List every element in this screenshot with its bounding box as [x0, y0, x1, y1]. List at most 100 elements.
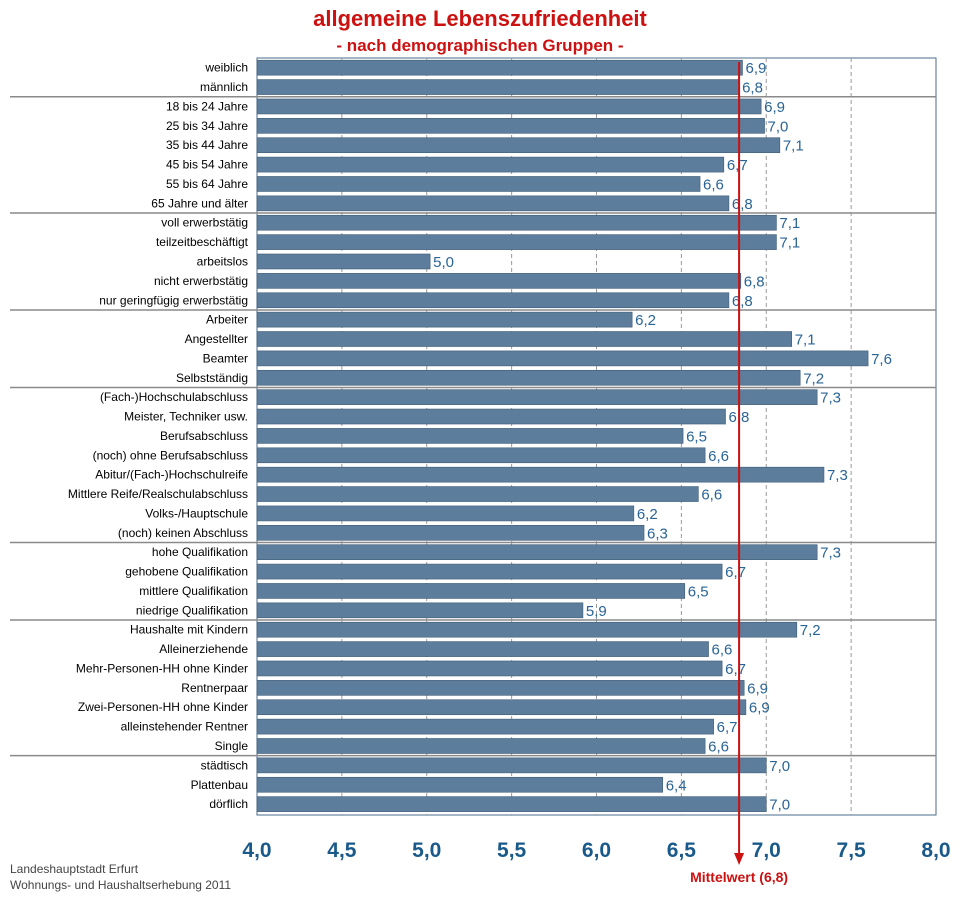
value-label: 7,1: [779, 215, 800, 232]
chart-title: allgemeine Lebenszufriedenheit: [313, 6, 647, 31]
value-label: 7,1: [779, 235, 800, 252]
value-label: 6,6: [701, 487, 722, 504]
source-line-2: Wohnungs- und Haushaltserhebung 2011: [10, 878, 232, 892]
bar: [256, 776, 664, 793]
category-label: Haushalte mit Kindern: [130, 623, 248, 637]
value-label: 6,5: [686, 428, 707, 445]
bar: [256, 118, 765, 134]
bar: [256, 176, 701, 192]
category-label: Meister, Techniker usw.: [124, 410, 248, 424]
bar: [256, 292, 730, 309]
x-tick-label: 6,0: [582, 839, 611, 862]
bar: [256, 331, 793, 347]
value-label: 6,8: [732, 293, 753, 310]
bar: [256, 757, 767, 774]
bar: [256, 505, 635, 522]
value-label: 7,6: [871, 351, 892, 368]
value-label: 6,9: [764, 99, 785, 116]
category-label: gehobene Qualifikation: [125, 565, 248, 579]
category-label: Angestellter: [185, 332, 248, 346]
bar: [256, 796, 767, 812]
category-label: Mehr-Personen-HH ohne Kinder: [76, 661, 248, 675]
x-tick-label: 4,5: [327, 839, 357, 862]
mean-label: Mittelwert (6,8): [690, 869, 788, 885]
category-label: Plattenbau: [191, 778, 248, 792]
category-label: 55 bis 64 Jahre: [166, 177, 248, 191]
category-label: Mittlere Reife/Realschulabschluss: [68, 487, 248, 501]
category-label: Arbeiter: [206, 313, 248, 327]
mean-arrow-icon: [734, 853, 745, 865]
category-label: nicht erwerbstätig: [154, 274, 248, 288]
category-label: 35 bis 44 Jahre: [166, 138, 248, 152]
bar: [256, 59, 743, 76]
value-label: 6,8: [732, 196, 753, 213]
value-label: 6,5: [688, 583, 709, 600]
bar: [256, 214, 777, 231]
category-label: Volks-/Hauptschule: [145, 506, 248, 520]
value-label: 5,9: [586, 603, 607, 620]
bar: [256, 525, 645, 541]
bar: [256, 369, 801, 386]
value-label: 6,3: [647, 525, 668, 542]
bar: [256, 156, 725, 173]
x-tick-label: 7,5: [837, 839, 867, 862]
category-label: arbeitslos: [197, 254, 248, 268]
value-label: 6,7: [725, 564, 746, 581]
category-label: Single: [215, 739, 249, 753]
category-label: mittlere Qualifikation: [139, 584, 248, 598]
value-label: 7,2: [800, 622, 821, 639]
bar: [256, 137, 781, 154]
bar: [256, 311, 633, 328]
category-label: 45 bis 54 Jahre: [166, 158, 248, 172]
value-label: 7,3: [827, 467, 848, 484]
bar: [256, 544, 818, 560]
value-label: 6,9: [747, 680, 768, 697]
category-label: weiblich: [204, 61, 248, 75]
bar: [256, 699, 747, 716]
category-label: Selbstständig: [176, 371, 248, 385]
category-label: Beamter: [203, 351, 248, 365]
bar: [256, 428, 684, 444]
bar: [256, 350, 869, 367]
x-tick-label: 5,0: [412, 839, 441, 862]
x-tick-label: 8,0: [921, 839, 950, 862]
value-label: 7,0: [769, 758, 790, 775]
bar: [256, 273, 742, 289]
value-label: 6,7: [727, 157, 748, 174]
value-label: 7,3: [820, 390, 841, 407]
value-label: 7,0: [768, 118, 789, 135]
bar: [256, 718, 714, 735]
value-label: 6,9: [749, 700, 770, 717]
bar: [256, 195, 730, 212]
bar: [256, 408, 726, 425]
category-label: (noch) keinen Abschluss: [118, 526, 248, 540]
value-label: 6,4: [666, 777, 687, 794]
value-label: 6,6: [708, 738, 729, 755]
bar: [256, 79, 740, 95]
value-label: 6,7: [725, 661, 746, 678]
bar: [256, 641, 709, 657]
value-label: 6,6: [708, 448, 729, 465]
value-label: 6,2: [635, 312, 656, 329]
chart-subtitle: - nach demographischen Gruppen -: [336, 36, 624, 55]
bar: [256, 486, 699, 502]
category-label: hohe Qualifikation: [152, 545, 248, 559]
value-label: 7,1: [783, 138, 804, 155]
category-label: städtisch: [201, 758, 248, 772]
category-label: Zwei-Personen-HH ohne Kinder: [78, 700, 248, 714]
value-label: 5,0: [433, 254, 454, 271]
x-tick-label: 5,5: [497, 839, 527, 862]
value-label: 7,0: [769, 797, 790, 814]
bar: [256, 738, 706, 754]
category-label: (noch) ohne Berufsabschluss: [93, 448, 248, 462]
value-label: 6,7: [717, 719, 738, 736]
category-label: 25 bis 34 Jahre: [166, 119, 248, 133]
value-label: 7,2: [803, 370, 824, 387]
value-label: 6,6: [712, 642, 733, 659]
category-label: nur geringfügig erwerbstätig: [99, 293, 248, 307]
x-tick-label: 4,0: [242, 839, 271, 862]
x-tick-label: 7,0: [752, 839, 781, 862]
value-label: 6,8: [744, 273, 765, 290]
category-label: teilzeitbeschäftigt: [156, 235, 249, 249]
